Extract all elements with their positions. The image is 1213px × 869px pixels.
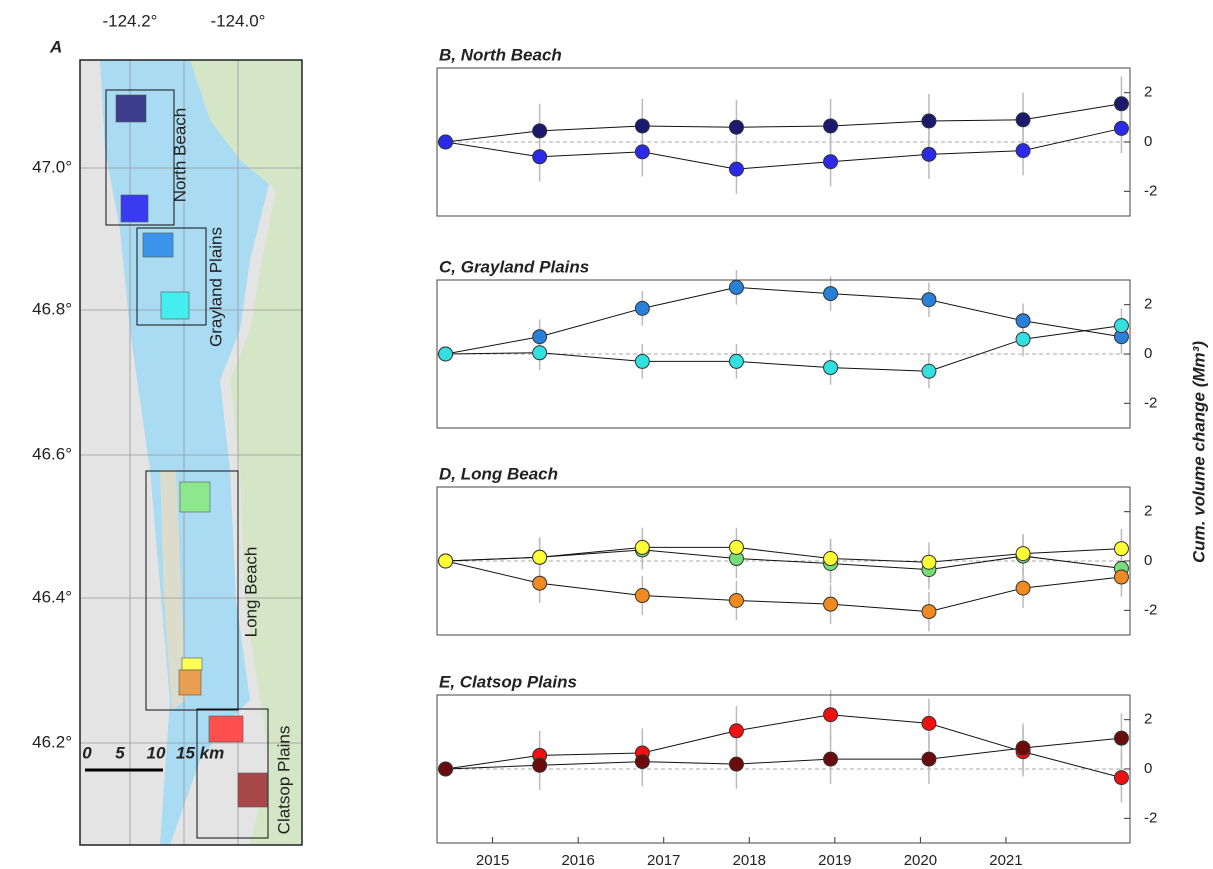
scale-label: 0 <box>82 743 92 762</box>
y-tick-label: 0 <box>1144 345 1152 362</box>
data-point <box>1114 731 1128 745</box>
data-point <box>439 554 453 568</box>
lat-tick-label: 46.4° <box>32 587 72 606</box>
data-point <box>635 589 649 603</box>
data-point <box>824 287 838 301</box>
data-point <box>1016 113 1030 127</box>
data-point <box>635 301 649 315</box>
data-point <box>1114 542 1128 556</box>
lat-tick-label: 46.8° <box>32 299 72 318</box>
lat-tick-label: 46.6° <box>32 444 72 463</box>
data-point <box>533 576 547 590</box>
data-point <box>729 724 743 738</box>
data-point <box>729 757 743 771</box>
y-tick-label: -2 <box>1144 394 1157 411</box>
data-point <box>1016 581 1030 595</box>
x-tick-label: 2017 <box>647 852 680 869</box>
y-tick-label: -2 <box>1144 601 1157 618</box>
x-tick-label: 2015 <box>476 852 509 869</box>
data-point <box>824 361 838 375</box>
data-point <box>824 708 838 722</box>
data-point <box>922 716 936 730</box>
data-point <box>439 135 453 149</box>
lon-tick-label: -124.2° <box>102 11 157 30</box>
scale-label: 10 <box>147 743 166 762</box>
page: A -124.2° -124.0° 47.0° 46.8° 46.6° 46.4… <box>0 0 1213 869</box>
y-axis-label: Cum. volume change (Mm³) <box>1189 341 1208 563</box>
data-point <box>729 120 743 134</box>
y-tick-label: 2 <box>1144 711 1152 728</box>
data-point <box>729 593 743 607</box>
data-point <box>635 354 649 368</box>
data-point <box>922 364 936 378</box>
data-point <box>1016 547 1030 561</box>
y-tick-label: 2 <box>1144 503 1152 520</box>
data-point <box>533 758 547 772</box>
data-point <box>1016 314 1030 328</box>
data-point <box>1114 319 1128 333</box>
x-tick-label: 2016 <box>561 852 594 869</box>
data-point <box>1114 121 1128 135</box>
data-point <box>439 762 453 776</box>
data-point <box>533 150 547 164</box>
panel-title: E, Clatsop Plains <box>439 672 577 691</box>
data-point <box>1016 332 1030 346</box>
y-tick-label: 0 <box>1144 552 1152 569</box>
data-point <box>922 605 936 619</box>
data-point <box>533 330 547 344</box>
region-label: Grayland Plains <box>206 227 225 347</box>
data-point <box>635 119 649 133</box>
region-label: Long Beach <box>241 547 260 638</box>
panel-title: D, Long Beach <box>439 464 558 483</box>
y-tick-label: 2 <box>1144 296 1152 313</box>
data-point <box>1016 144 1030 158</box>
lon-tick-label: -124.0° <box>210 11 265 30</box>
x-tick-label: 2021 <box>989 852 1022 869</box>
y-tick-label: 2 <box>1144 84 1152 101</box>
data-point <box>635 145 649 159</box>
x-tick-label: 2019 <box>818 852 851 869</box>
data-point <box>1114 570 1128 584</box>
data-point <box>439 347 453 361</box>
x-tick-label: 2018 <box>733 852 766 869</box>
panel-title: C, Grayland Plains <box>439 257 589 276</box>
data-point <box>729 354 743 368</box>
y-tick-label: -2 <box>1144 809 1157 826</box>
scale-label: 15 km <box>176 743 224 762</box>
panel-title: B, North Beach <box>439 45 562 64</box>
data-point <box>729 162 743 176</box>
map-panel: A -124.2° -124.0° 47.0° 46.8° 46.6° 46.4… <box>32 11 302 845</box>
data-point <box>922 293 936 307</box>
region-label: North Beach <box>170 108 189 203</box>
data-point <box>824 119 838 133</box>
scale-label: 5 <box>115 743 125 762</box>
data-point <box>729 540 743 554</box>
y-tick-label: 0 <box>1144 760 1152 777</box>
x-tick-label: 2020 <box>904 852 937 869</box>
data-point <box>824 155 838 169</box>
data-point <box>1114 771 1128 785</box>
data-point <box>922 147 936 161</box>
data-point <box>533 550 547 564</box>
lat-tick-label: 46.2° <box>32 732 72 751</box>
data-point <box>824 552 838 566</box>
panel-label: A <box>49 37 62 56</box>
data-point <box>824 752 838 766</box>
y-tick-label: 0 <box>1144 133 1152 150</box>
data-point <box>922 555 936 569</box>
data-point <box>824 597 838 611</box>
data-point <box>922 114 936 128</box>
data-point <box>922 752 936 766</box>
lat-tick-label: 47.0° <box>32 157 72 176</box>
region-label: Clatsop Plains <box>274 726 293 835</box>
data-point <box>533 124 547 138</box>
data-point <box>1016 741 1030 755</box>
data-point <box>635 540 649 554</box>
data-point <box>1114 97 1128 111</box>
data-point <box>533 346 547 360</box>
data-point <box>635 755 649 769</box>
data-point <box>729 280 743 294</box>
figure: A -124.2° -124.0° 47.0° 46.8° 46.6° 46.4… <box>0 0 1213 869</box>
y-tick-label: -2 <box>1144 182 1157 199</box>
